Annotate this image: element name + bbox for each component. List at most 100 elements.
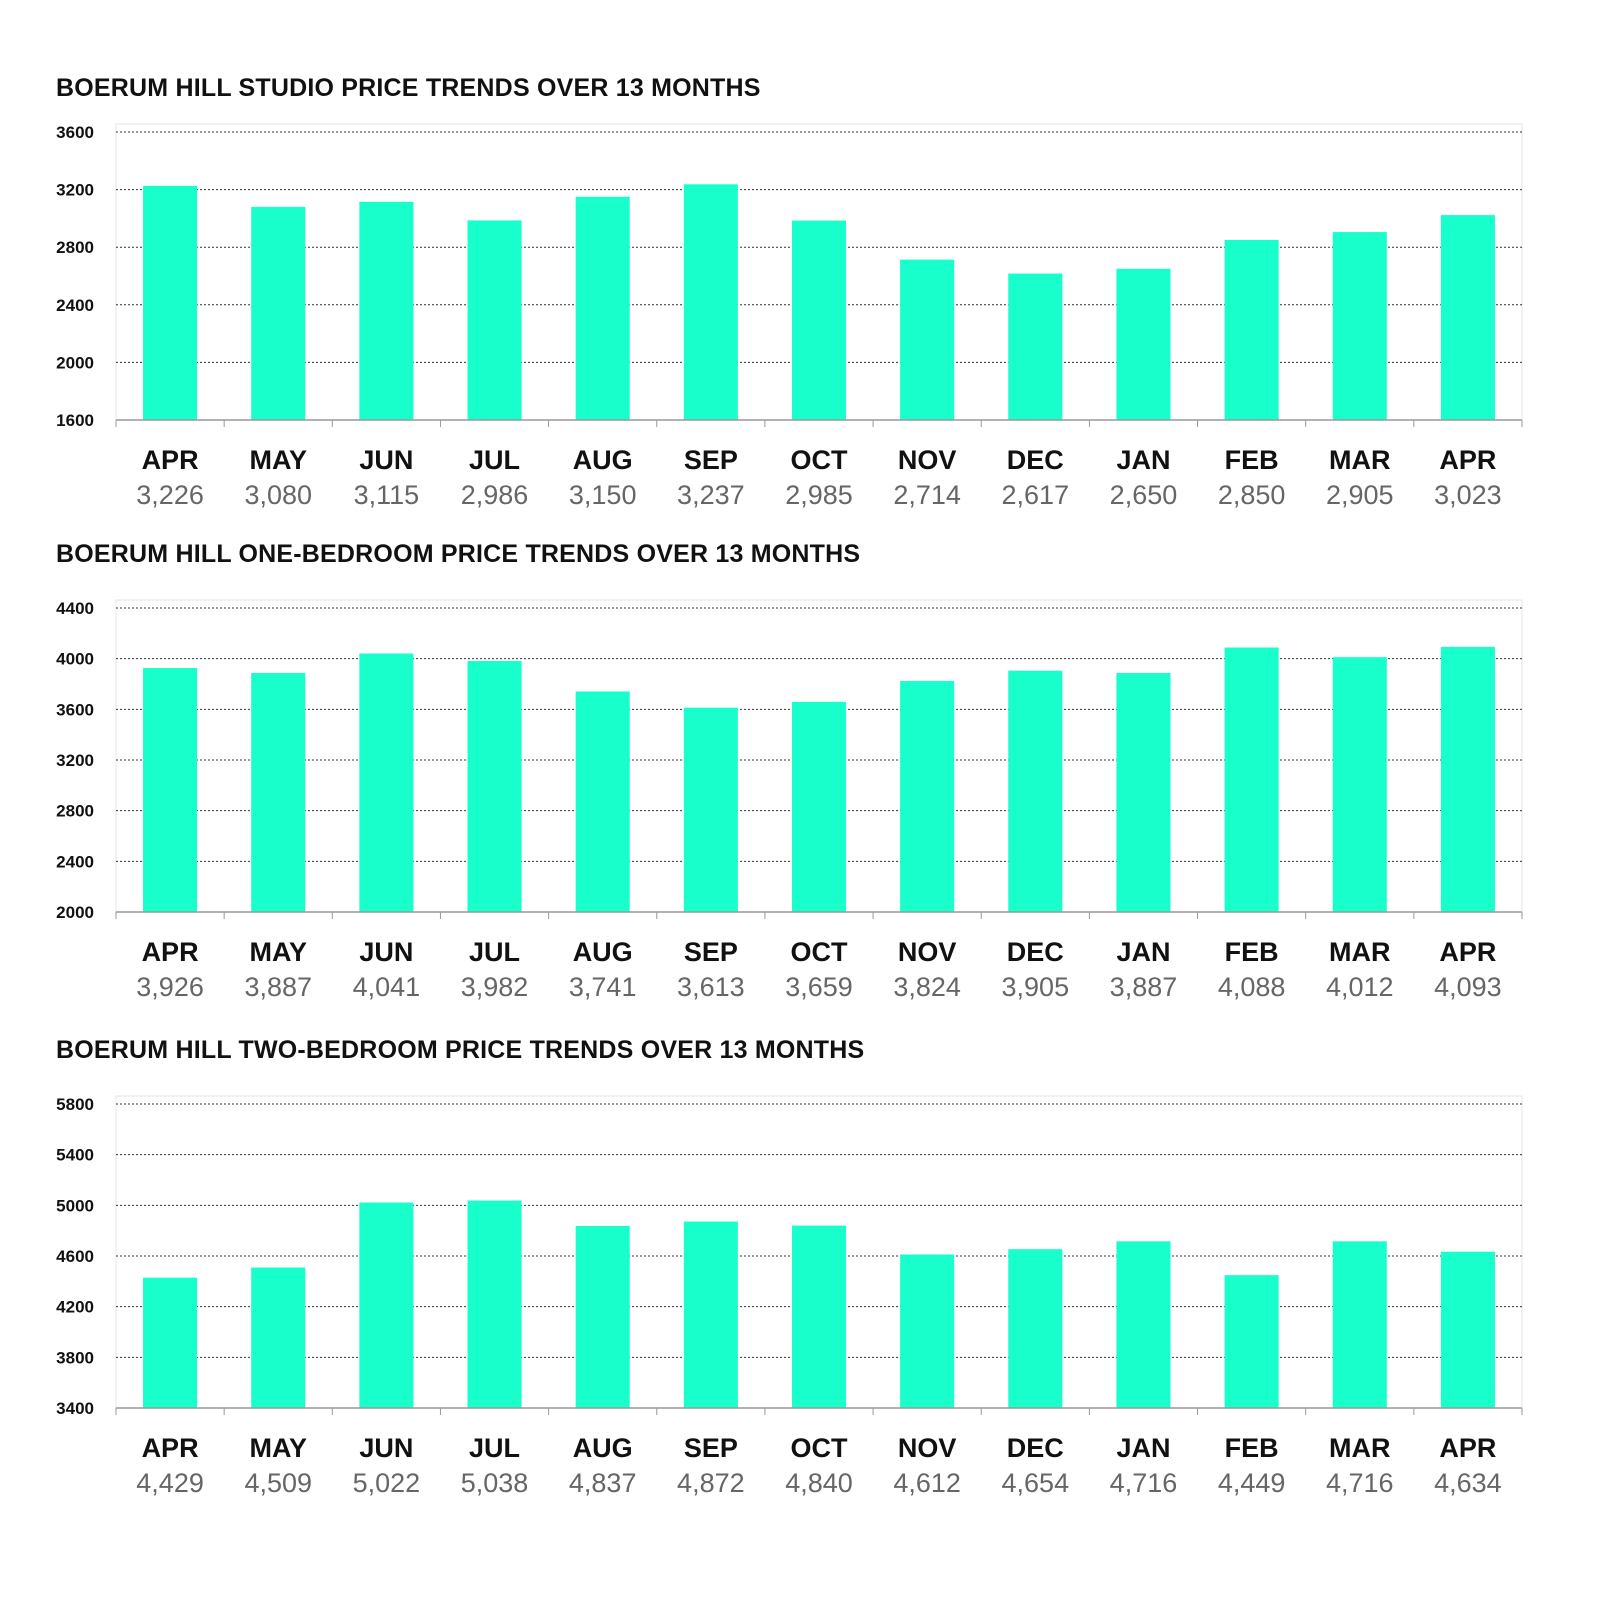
bar-value-label: 4,088	[1218, 972, 1286, 1002]
chart-title: BOERUM HILL STUDIO PRICE TRENDS OVER 13 …	[56, 74, 761, 102]
bar	[1332, 657, 1387, 912]
y-tick-label: 5800	[56, 1095, 94, 1114]
bar-value-label: 4,654	[1002, 1468, 1070, 1498]
bar	[791, 1225, 847, 1408]
bar	[683, 1221, 738, 1408]
bar	[1440, 646, 1495, 912]
x-category-label: OCT	[791, 937, 849, 967]
y-tick-label: 4400	[56, 599, 94, 618]
x-category-label: NOV	[898, 937, 957, 967]
bar	[1224, 647, 1279, 912]
x-category-label: OCT	[791, 1433, 849, 1463]
x-category-label: JUN	[359, 1433, 413, 1463]
bar	[251, 672, 306, 912]
x-category-label: APR	[1439, 445, 1496, 475]
x-category-label: JAN	[1116, 445, 1170, 475]
x-category-label: MAR	[1329, 445, 1391, 475]
x-category-label: AUG	[573, 445, 633, 475]
y-tick-label: 2400	[56, 296, 94, 315]
bar-value-label: 2,850	[1218, 480, 1286, 510]
y-tick-label: 5400	[56, 1146, 94, 1165]
x-category-label: APR	[142, 445, 199, 475]
bar	[575, 691, 630, 912]
bar-value-label: 4,449	[1218, 1468, 1286, 1498]
x-category-label: JUL	[469, 445, 520, 475]
bar	[359, 653, 414, 912]
y-tick-label: 3800	[56, 1348, 94, 1367]
y-tick-label: 2800	[56, 238, 94, 257]
bar	[467, 220, 522, 420]
x-category-label: DEC	[1007, 1433, 1064, 1463]
y-tick-label: 4200	[56, 1298, 94, 1317]
x-category-label: SEP	[684, 1433, 738, 1463]
bar-value-label: 4,872	[677, 1468, 745, 1498]
x-category-label: SEP	[684, 937, 738, 967]
x-category-label: DEC	[1007, 937, 1064, 967]
bar-value-label: 3,982	[461, 972, 529, 1002]
bar	[1116, 1241, 1171, 1408]
bar	[359, 201, 414, 420]
x-category-label: APR	[1439, 937, 1496, 967]
bar-value-label: 4,837	[569, 1468, 637, 1498]
bar-value-label: 3,613	[677, 972, 745, 1002]
x-category-label: JUN	[359, 937, 413, 967]
y-tick-label: 3600	[56, 123, 94, 142]
x-category-label: JUN	[359, 445, 413, 475]
two-bedroom-bar-chart: 3400 3800 4200 4600 5000 5400 5800 APR 4,429 MAY 4…	[56, 1095, 1523, 1498]
bar	[1224, 240, 1279, 420]
bar	[791, 701, 847, 912]
two-bedroom-chart-block: BOERUM HILL TWO-BEDROOM PRICE TRENDS OVE…	[0, 1036, 1600, 1560]
bar	[1440, 1251, 1495, 1408]
y-tick-label: 4600	[56, 1247, 94, 1266]
x-category-label: APR	[142, 937, 199, 967]
bar-value-label: 5,038	[461, 1468, 529, 1498]
bar	[1008, 1249, 1063, 1408]
x-category-label: AUG	[573, 937, 633, 967]
bar	[683, 184, 738, 420]
bar-value-label: 5,022	[353, 1468, 421, 1498]
bar-value-label: 3,824	[893, 972, 961, 1002]
bar	[575, 196, 630, 420]
bar	[1116, 268, 1171, 420]
bar	[791, 220, 847, 420]
x-category-label: JUL	[469, 1433, 520, 1463]
bar-value-label: 3,887	[1110, 972, 1178, 1002]
bar	[900, 259, 955, 420]
y-tick-label: 5000	[56, 1196, 94, 1215]
bar-value-label: 3,150	[569, 480, 637, 510]
bar-value-label: 3,237	[677, 480, 745, 510]
bar-value-label: 2,650	[1110, 480, 1178, 510]
bar	[900, 1254, 955, 1408]
y-tick-label: 2800	[56, 802, 94, 821]
bar	[575, 1225, 630, 1408]
y-tick-label: 3600	[56, 700, 94, 719]
bar-value-label: 4,041	[353, 972, 421, 1002]
y-tick-label: 1600	[56, 411, 94, 430]
bar	[251, 1267, 306, 1408]
x-category-label: OCT	[791, 445, 849, 475]
chart-title: BOERUM HILL TWO-BEDROOM PRICE TRENDS OVE…	[56, 1036, 865, 1064]
bar-value-label: 4,716	[1326, 1468, 1394, 1498]
bar-value-label: 3,741	[569, 972, 637, 1002]
x-category-label: MAR	[1329, 937, 1391, 967]
bar-value-label: 4,012	[1326, 972, 1394, 1002]
x-category-label: MAR	[1329, 1433, 1391, 1463]
bar-value-label: 3,887	[244, 972, 312, 1002]
one-bedroom-chart-block: BOERUM HILL ONE-BEDROOM PRICE TRENDS OVE…	[0, 530, 1600, 1040]
x-category-label: JUL	[469, 937, 520, 967]
bar-value-label: 3,926	[136, 972, 204, 1002]
bar	[251, 206, 306, 420]
y-tick-label: 3200	[56, 181, 94, 200]
bar-value-label: 4,840	[785, 1468, 853, 1498]
x-category-label: NOV	[898, 1433, 957, 1463]
bar	[143, 185, 198, 420]
bar	[1008, 670, 1063, 912]
bar-value-label: 3,905	[1002, 972, 1070, 1002]
bar	[1116, 672, 1171, 912]
y-tick-label: 3200	[56, 751, 94, 770]
x-category-label: JAN	[1116, 1433, 1170, 1463]
x-category-label: APR	[142, 1433, 199, 1463]
bar	[1440, 215, 1495, 420]
chart-title: BOERUM HILL ONE-BEDROOM PRICE TRENDS OVE…	[56, 540, 861, 568]
bar-value-label: 3,023	[1434, 480, 1502, 510]
